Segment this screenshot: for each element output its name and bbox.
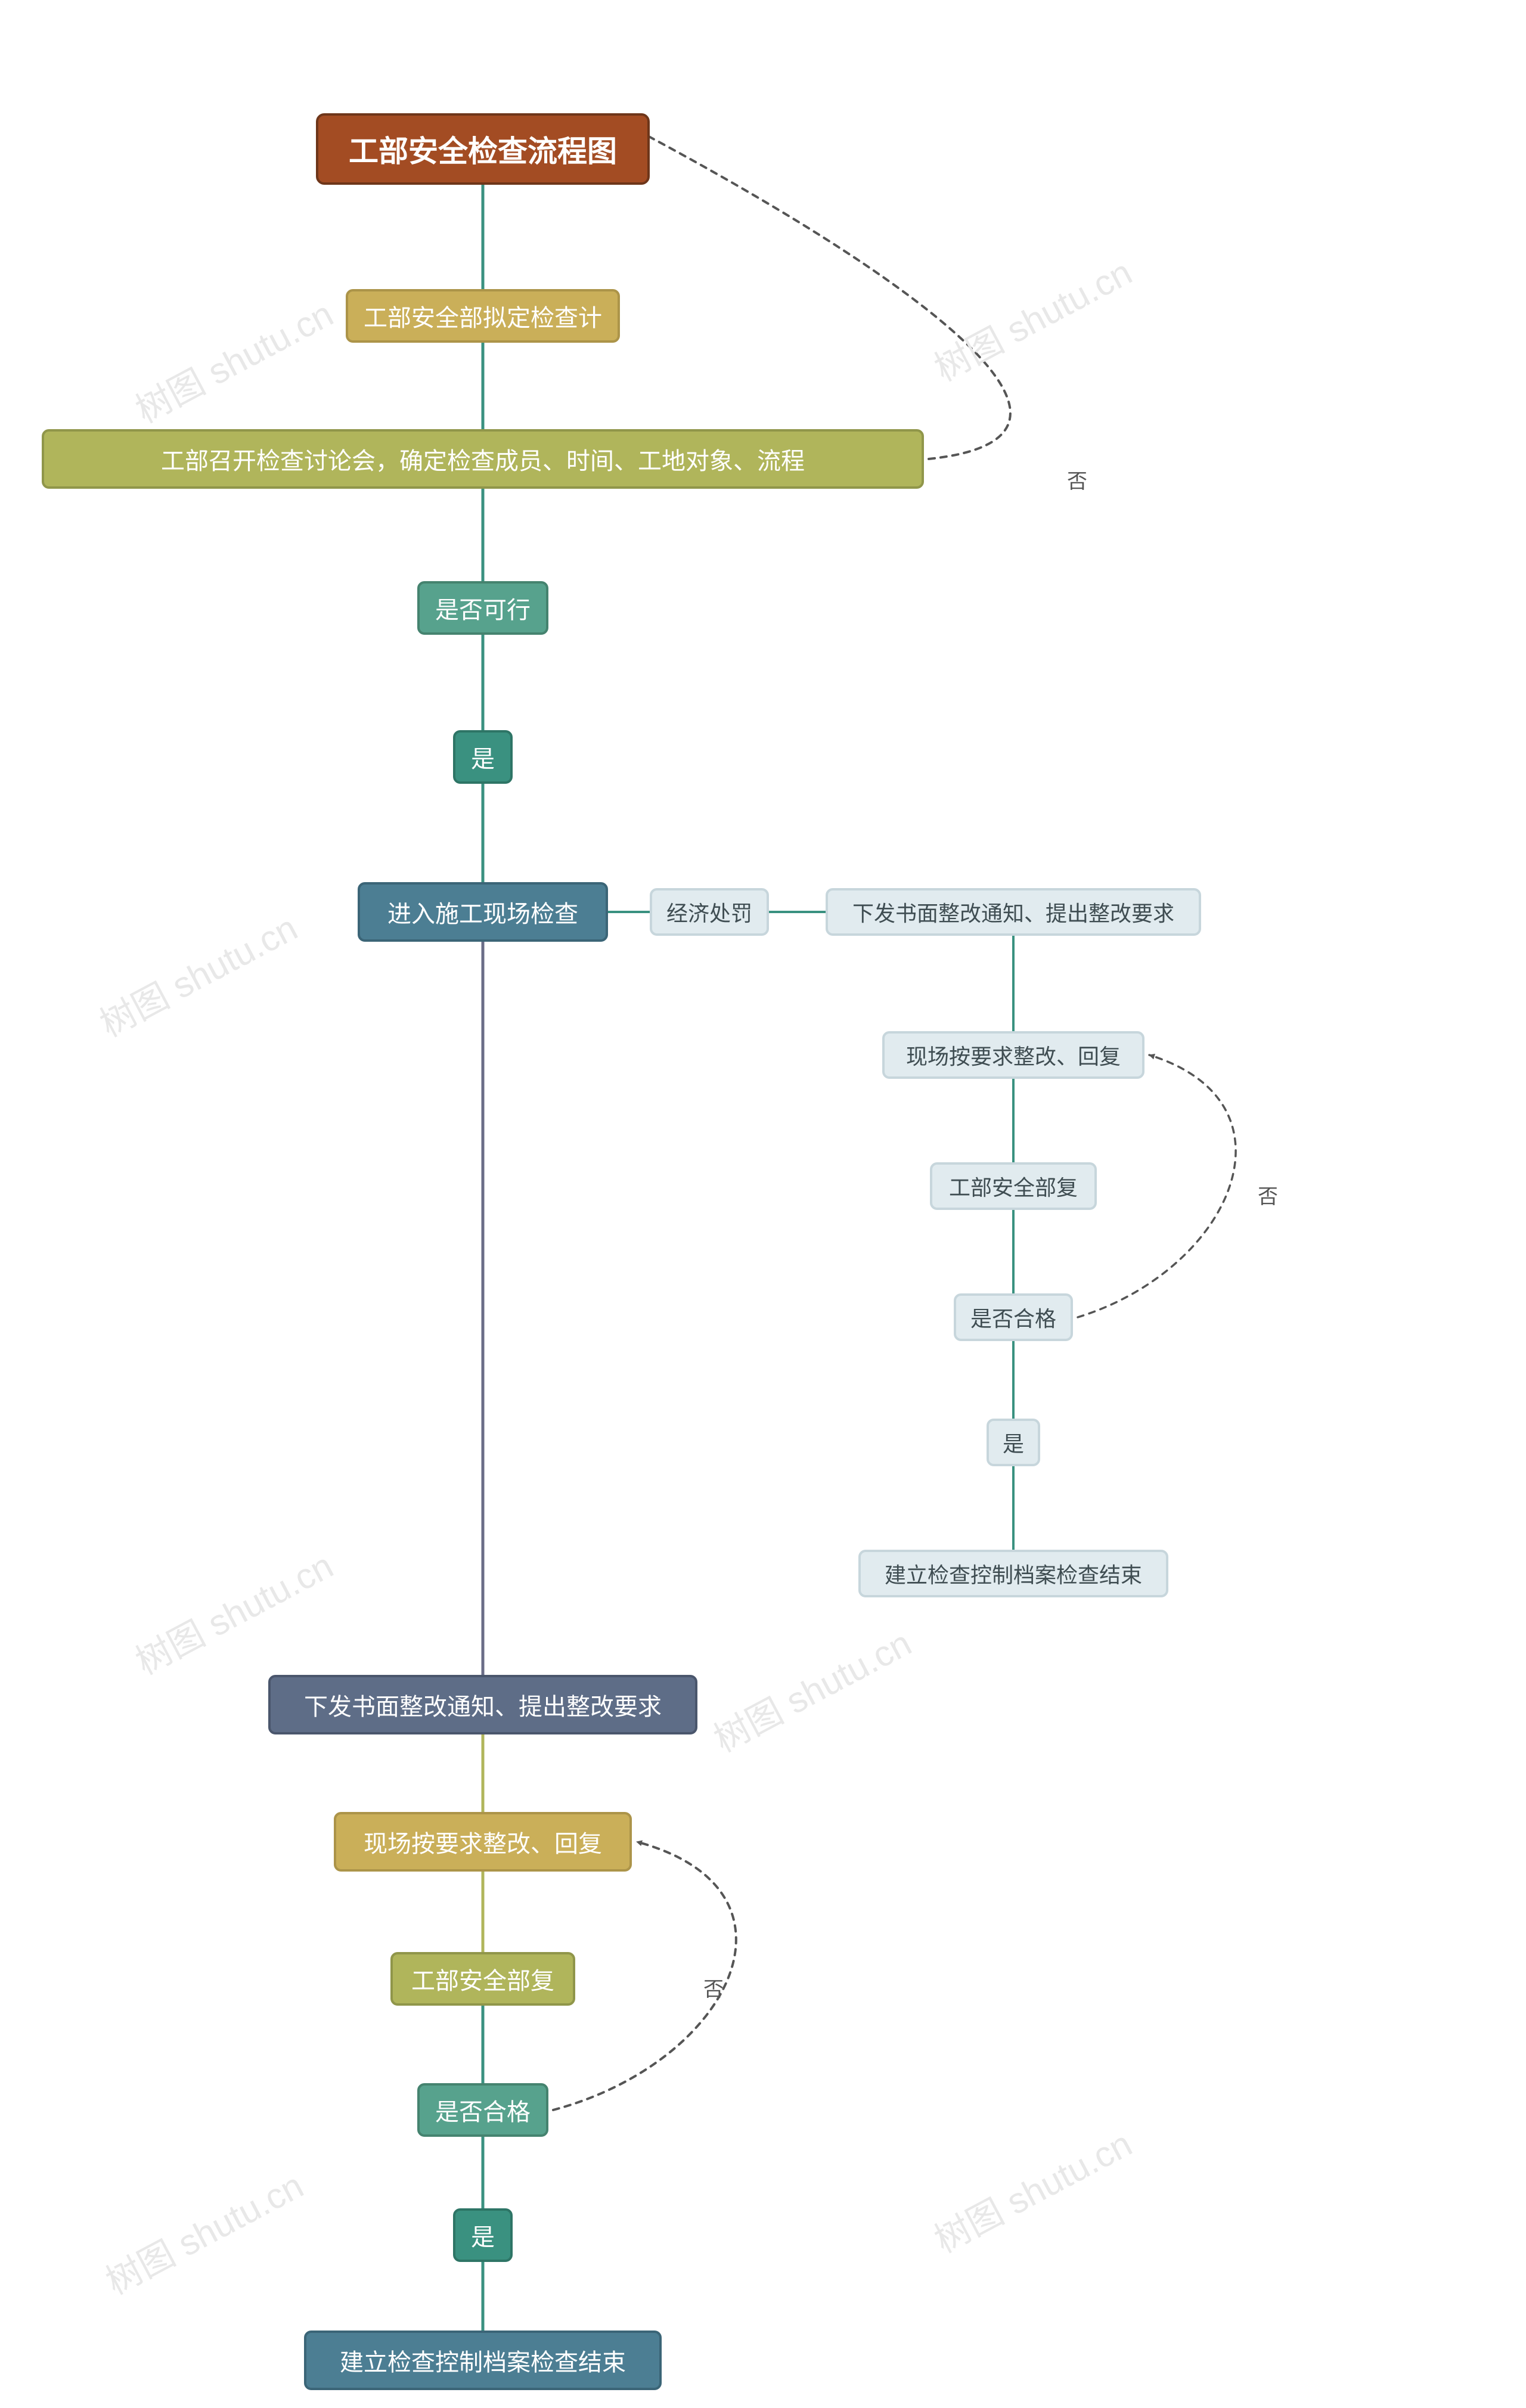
watermark: 树图 shutu.cn: [924, 244, 1140, 391]
connector-layer: [0, 0, 1526, 2408]
node-end-m: 建立检查控制档案检查结束: [304, 2331, 662, 2390]
flowchart-canvas: 树图 shutu.cn 树图 shutu.cn 树图 shutu.cn 树图 shut…: [0, 0, 1526, 2408]
node-pass-m: 是否合格: [417, 2083, 548, 2137]
watermark: 树图 shutu.cn: [703, 1615, 919, 1762]
node-root: 工部安全检查流程图: [316, 113, 650, 185]
node-yes1: 是: [453, 730, 513, 784]
node-yes-r: 是: [987, 1419, 1040, 1466]
node-yes-m: 是: [453, 2208, 513, 2262]
node-notice-r: 下发书面整改通知、提出整改要求: [826, 888, 1201, 936]
edge-label-no-right: 否: [1258, 1180, 1278, 1209]
watermark: 树图 shutu.cn: [89, 899, 305, 1047]
node-penalty: 经济处罚: [650, 888, 769, 936]
node-notice-m: 下发书面整改通知、提出整改要求: [268, 1675, 697, 1734]
node-enter: 进入施工现场检查: [358, 882, 608, 942]
node-reply-m: 现场按要求整改、回复: [334, 1812, 632, 1872]
node-end-r: 建立检查控制档案检查结束: [858, 1550, 1168, 1597]
node-plan: 工部安全部拟定检查计: [346, 289, 620, 343]
watermark: 树图 shutu.cn: [125, 1537, 341, 1684]
edge-label-no-main: 否: [703, 1973, 724, 2002]
node-reply-r: 现场按要求整改、回复: [882, 1031, 1144, 1079]
edge-label-no-top: 否: [1067, 465, 1087, 494]
node-pass-r: 是否合格: [954, 1293, 1073, 1341]
watermark: 树图 shutu.cn: [125, 286, 341, 433]
watermark: 树图 shutu.cn: [95, 2157, 311, 2304]
node-meet: 工部召开检查讨论会，确定检查成员、时间、工地对象、流程: [42, 429, 924, 489]
watermark: 树图 shutu.cn: [924, 2115, 1140, 2263]
node-feas: 是否可行: [417, 581, 548, 635]
node-review-r: 工部安全部复: [930, 1162, 1097, 1210]
node-review-m: 工部安全部复: [390, 1952, 575, 2006]
